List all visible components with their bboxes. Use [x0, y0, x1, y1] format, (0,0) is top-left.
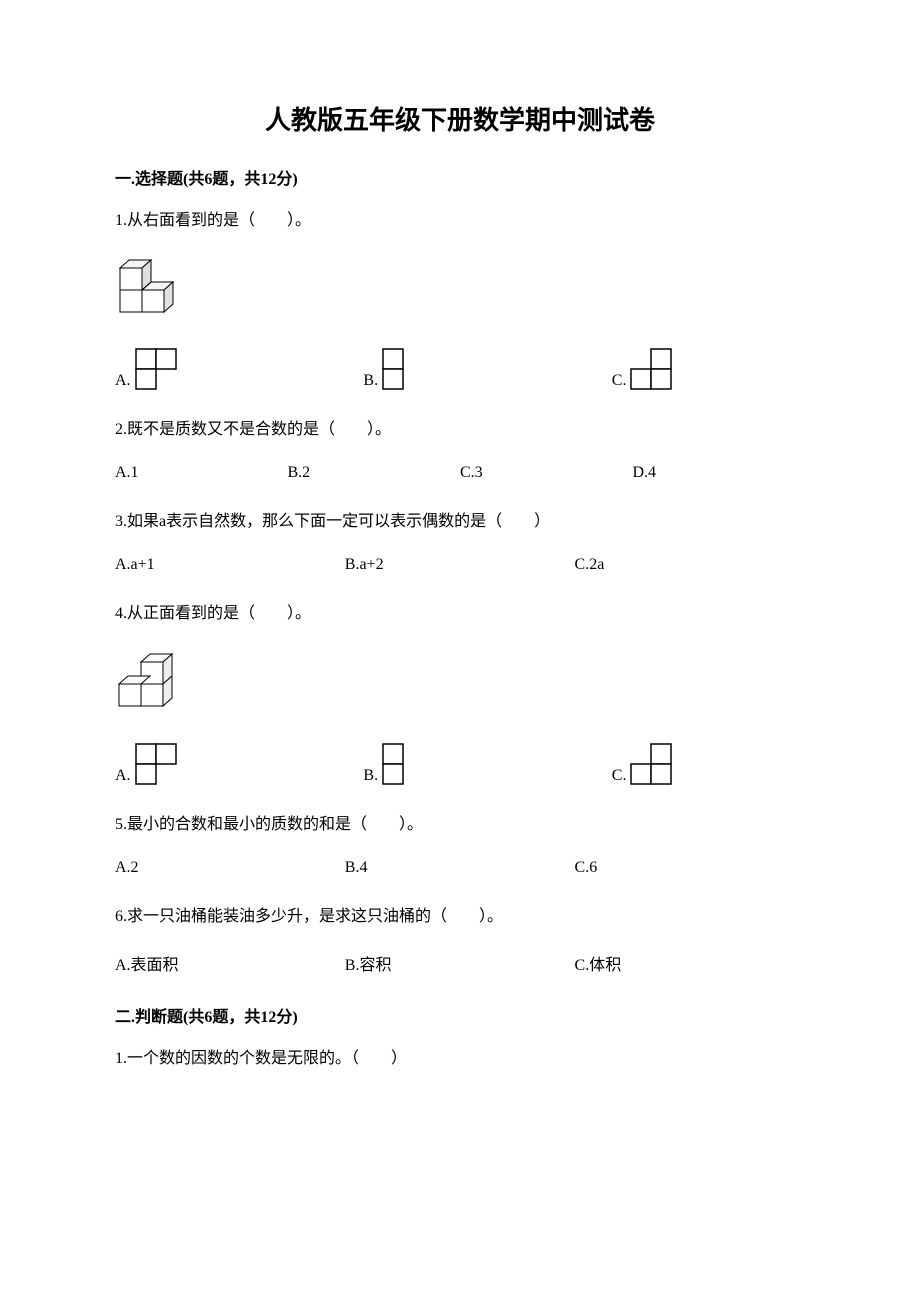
q2-opt-c: C.3 — [460, 464, 633, 482]
q3-opt-b: B.a+2 — [345, 556, 575, 574]
section2-header: 二.判断题(共6题，共12分) — [115, 1003, 805, 1027]
q4-figure — [115, 648, 805, 715]
q3-opt-c: C.2a — [575, 556, 805, 574]
opt-label: B. — [363, 767, 378, 785]
q3-text: 3.如果a表示自然数，那么下面一定可以表示偶数的是（ ） — [115, 510, 805, 534]
grid-shape-icon — [630, 348, 672, 390]
q1-opt-c: C. — [612, 348, 805, 390]
q5-text: 5.最小的合数和最小的质数的和是（ ）。 — [115, 813, 805, 837]
s2-q1-text: 1.一个数的因数的个数是无限的。（ ） — [115, 1047, 805, 1071]
opt-label: B. — [363, 372, 378, 390]
q6-text: 6.求一只油桶能装油多少升，是求这只油桶的（ ）。 — [115, 905, 805, 929]
q2-options: A.1 B.2 C.3 D.4 — [115, 464, 805, 482]
opt-label: C. — [612, 767, 627, 785]
q1-opt-a: A. — [115, 348, 363, 390]
q1-opt-b: B. — [363, 348, 611, 390]
q6-opt-b: B.容积 — [345, 951, 575, 975]
q5-opt-a: A.2 — [115, 859, 345, 877]
page-title: 人教版五年级下册数学期中测试卷 — [115, 100, 805, 137]
grid-shape-icon — [382, 348, 404, 390]
cube-solid-b-icon — [115, 648, 190, 710]
q5-options: A.2 B.4 C.6 — [115, 859, 805, 877]
q6-opt-c: C.体积 — [575, 951, 805, 975]
q5-opt-c: C.6 — [575, 859, 805, 877]
q2-text: 2.既不是质数又不是合数的是（ ）。 — [115, 418, 805, 442]
opt-label: A. — [115, 372, 131, 390]
q5-opt-b: B.4 — [345, 859, 575, 877]
q4-opt-c: C. — [612, 743, 805, 785]
q4-options: A. B. C. — [115, 743, 805, 785]
q3-opt-a: A.a+1 — [115, 556, 345, 574]
q3-options: A.a+1 B.a+2 C.2a — [115, 556, 805, 574]
section1-header: 一.选择题(共6题，共12分) — [115, 165, 805, 189]
opt-label: A. — [115, 767, 131, 785]
q1-figure — [115, 255, 805, 320]
cube-solid-icon — [115, 255, 195, 315]
q4-opt-b: B. — [363, 743, 611, 785]
grid-shape-icon — [135, 348, 177, 390]
q4-opt-a: A. — [115, 743, 363, 785]
q2-opt-d: D.4 — [633, 464, 806, 482]
q6-opt-a: A.表面积 — [115, 951, 345, 975]
grid-shape-icon — [135, 743, 177, 785]
opt-label: C. — [612, 372, 627, 390]
q4-text: 4.从正面看到的是（ ）。 — [115, 602, 805, 626]
q6-options: A.表面积 B.容积 C.体积 — [115, 951, 805, 975]
q1-text: 1.从右面看到的是（ ）。 — [115, 209, 805, 233]
q1-options: A. B. C. — [115, 348, 805, 390]
grid-shape-icon — [630, 743, 672, 785]
q2-opt-b: B.2 — [288, 464, 461, 482]
q2-opt-a: A.1 — [115, 464, 288, 482]
grid-shape-icon — [382, 743, 404, 785]
